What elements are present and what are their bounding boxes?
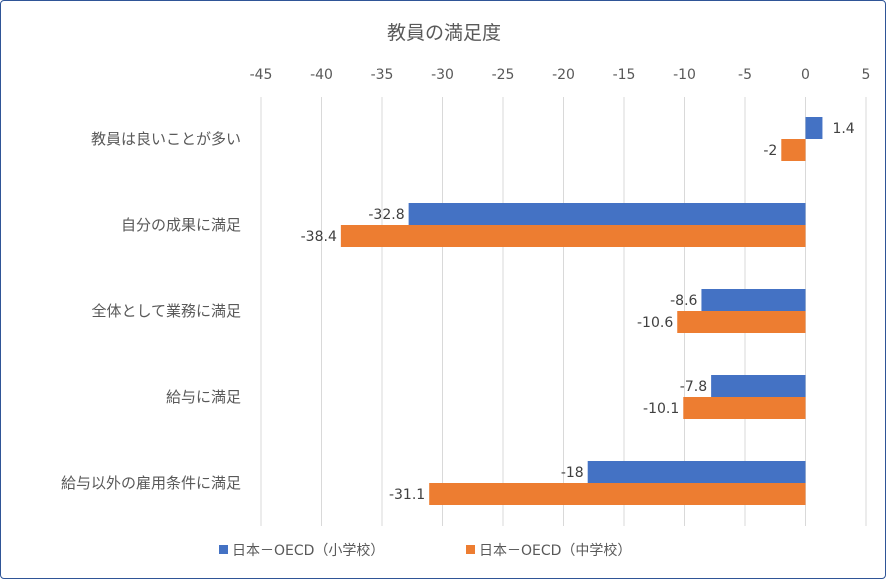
bar-elementary: [805, 117, 823, 139]
x-tick-label: 0: [801, 67, 810, 83]
bar-junior-high: [340, 225, 806, 247]
category-label: 教員は良いことが多い: [91, 130, 241, 148]
bar-elementary: [408, 203, 806, 225]
category-label: 給与に満足: [166, 388, 241, 406]
bar-elementary: [587, 461, 806, 483]
x-tick-label: -5: [738, 67, 752, 83]
data-labels: 1.4 -2 -32.8 -38.4 -8.6 -10.6 -7.8-10.1 -18 -31.…: [301, 121, 855, 503]
bar-junior-high: [781, 139, 806, 161]
data-label: -31.1: [389, 487, 425, 503]
x-tick-label: -25: [492, 67, 515, 83]
legend-label: 日本－OECD（小学校）: [232, 542, 384, 559]
data-label: 1.4: [832, 121, 854, 137]
x-tick-label: -40: [310, 67, 333, 83]
chart-title: 教員の満足度: [387, 22, 501, 44]
x-tick-label: -45: [250, 67, 273, 83]
x-tick-label: -30: [431, 67, 454, 83]
data-label: -2: [763, 143, 777, 159]
data-label: -7.8: [680, 379, 707, 395]
legend-swatch: [219, 545, 228, 554]
x-tick-label: 5: [862, 67, 871, 83]
category-label: 給与以外の雇用条件に満足: [61, 474, 241, 492]
data-label: -38.4: [301, 229, 337, 245]
bar-elementary: [711, 375, 806, 397]
data-label: -8.6: [670, 293, 697, 309]
bars: [340, 117, 823, 505]
category-label: 全体として業務に満足: [91, 302, 241, 320]
data-label: -10.1: [643, 401, 679, 417]
category-labels: 教員は良いことが多い自分の成果に満足全体として業務に満足給与に満足給与以外の雇用…: [61, 130, 241, 492]
x-axis-ticks: -45 -40 -35 -30 -25 -20 -15 -10 -5 0 5: [250, 67, 871, 83]
data-label: -10.6: [637, 315, 673, 331]
x-tick-label: -10: [673, 67, 696, 83]
bar-junior-high: [677, 311, 806, 333]
x-tick-label: -35: [371, 67, 394, 83]
legend-label: 日本－OECD（中学校）: [479, 542, 631, 559]
legend-swatch: [466, 545, 475, 554]
bar-elementary: [701, 289, 806, 311]
category-label: 自分の成果に満足: [121, 216, 241, 234]
bar-junior-high: [683, 397, 806, 419]
data-label: -18: [561, 465, 584, 481]
x-tick-label: -20: [552, 67, 575, 83]
x-tick-label: -15: [613, 67, 636, 83]
bar-junior-high: [429, 483, 806, 505]
legend: 日本－OECD（小学校） 日本－OECD（中学校）: [219, 542, 631, 559]
data-label: -32.8: [368, 207, 404, 223]
